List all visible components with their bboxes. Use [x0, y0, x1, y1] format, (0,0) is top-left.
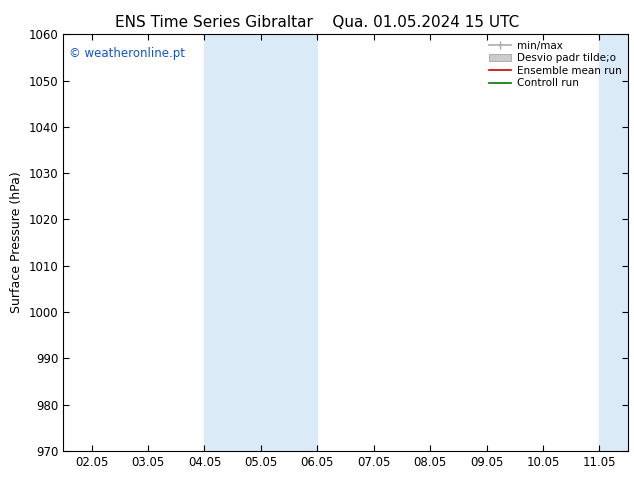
Y-axis label: Surface Pressure (hPa): Surface Pressure (hPa) — [10, 172, 23, 314]
Bar — [261, 34, 317, 451]
Bar — [204, 34, 261, 451]
Bar — [600, 34, 634, 451]
Text: ENS Time Series Gibraltar    Qua. 01.05.2024 15 UTC: ENS Time Series Gibraltar Qua. 01.05.202… — [115, 15, 519, 30]
Legend: min/max, Desvio padr tilde;o, Ensemble mean run, Controll run: min/max, Desvio padr tilde;o, Ensemble m… — [484, 36, 626, 93]
Text: © weatheronline.pt: © weatheronline.pt — [69, 47, 185, 60]
